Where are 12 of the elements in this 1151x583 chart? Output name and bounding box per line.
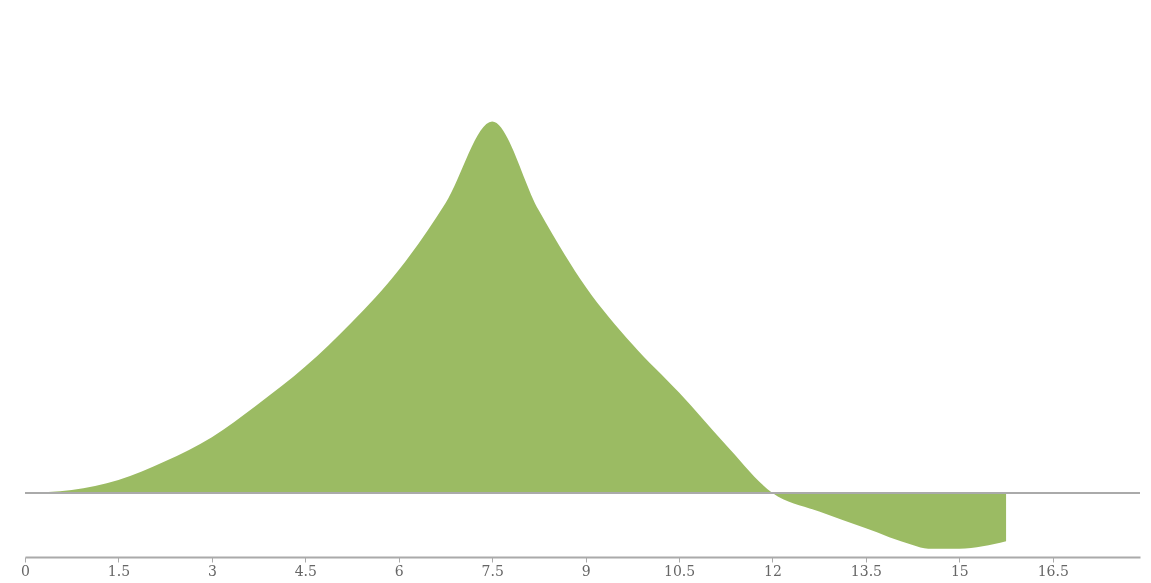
- x-tick-label: 7.5: [481, 562, 504, 579]
- x-tick-label: 1.5: [107, 562, 131, 579]
- x-tick-label: 12: [764, 562, 782, 579]
- x-tick-label: 15: [950, 562, 969, 579]
- x-tick-label: 16.5: [1037, 562, 1069, 579]
- x-tick-label: 6: [394, 562, 404, 579]
- x-tick-label: 4.5: [294, 562, 317, 579]
- x-tick-label: 3: [207, 562, 217, 579]
- x-tick-label: 13.5: [850, 562, 883, 579]
- x-tick-label: 10.5: [663, 562, 696, 579]
- x-tick-label: 0: [21, 562, 30, 579]
- x-tick-label: 9: [581, 562, 591, 579]
